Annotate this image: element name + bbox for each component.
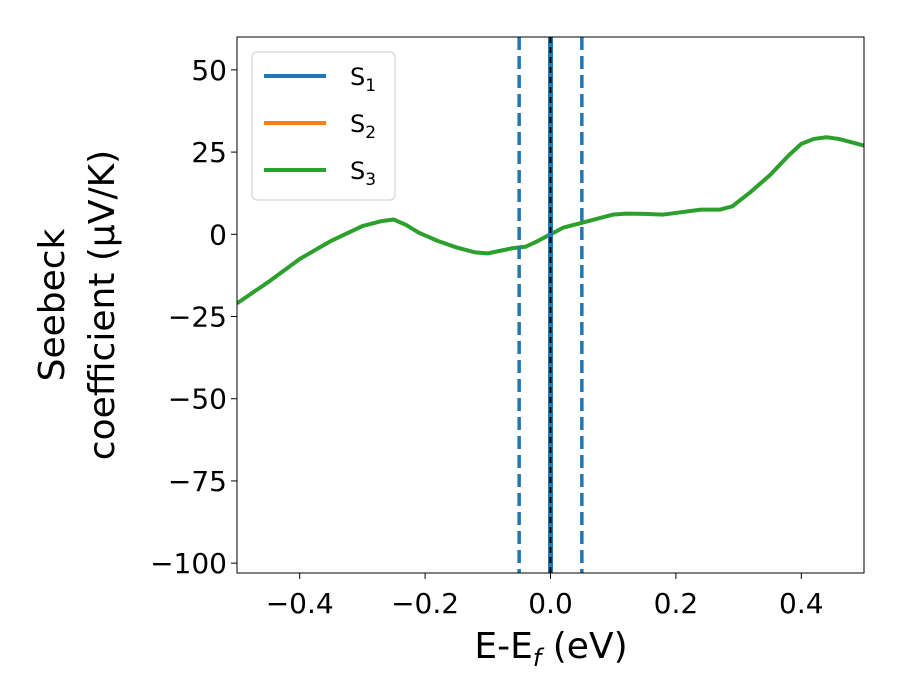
- y-tick-label: 50: [191, 54, 227, 87]
- y-axis-title-line2: coefficient (μV/K): [82, 150, 123, 460]
- x-axis-title-main: E-E: [474, 626, 532, 667]
- x-tick-label: −0.2: [391, 587, 459, 620]
- x-tick-label: −0.4: [266, 587, 334, 620]
- legend-label-s3: S3: [350, 157, 376, 190]
- y-tick-label: 0: [209, 218, 227, 251]
- y-tick-label: −50: [168, 383, 227, 416]
- x-tick-label: 0.2: [654, 587, 699, 620]
- series-s3-line: [237, 135, 864, 306]
- x-tick-label: 0.4: [779, 587, 824, 620]
- x-axis-title: E-Ef (eV): [474, 626, 627, 672]
- y-tick-label: −75: [168, 465, 227, 498]
- x-tick-label: 0.0: [528, 587, 573, 620]
- y-tick-label: −100: [150, 547, 227, 580]
- x-axis-title-unit: (eV): [541, 626, 627, 667]
- y-axis-title-line1: Seebeck: [32, 228, 73, 381]
- legend-label-s2: S2: [350, 110, 376, 143]
- x-axis-ticks: −0.4 −0.2 0.0 0.2 0.4: [266, 573, 824, 620]
- legend-box: [251, 51, 396, 201]
- y-tick-label: 25: [191, 136, 227, 169]
- legend: S1 S2 S3: [251, 51, 396, 201]
- y-tick-label: −25: [168, 301, 227, 334]
- y-axis-ticks: 50 25 0 −25 −50 −75 −100: [150, 54, 237, 580]
- legend-label-s1: S1: [350, 63, 376, 96]
- plot-content: [237, 37, 864, 573]
